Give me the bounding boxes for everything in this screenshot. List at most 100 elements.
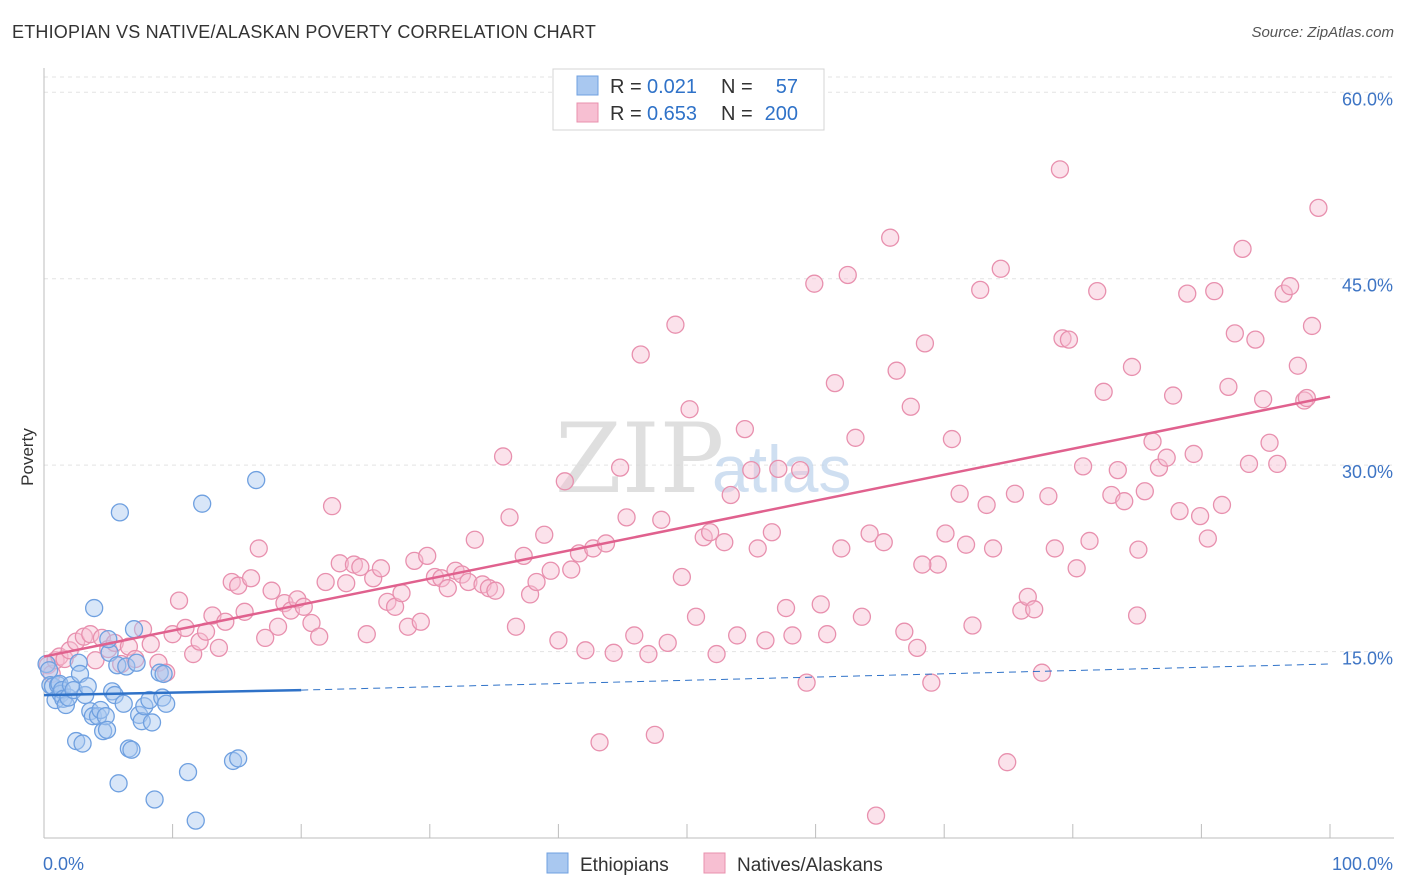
natives-alaskans-point [680,400,699,419]
natives-alaskans-point [860,524,879,543]
natives-alaskans-point [364,569,383,588]
natives-alaskans-point [486,581,505,600]
natives-alaskans-point [310,627,329,646]
gridlines [44,76,1394,653]
natives-alaskans-point [500,508,519,527]
natives-alaskans-point [81,625,100,644]
ethiopians-trend-line [43,688,302,697]
natives-alaskans-point [541,561,560,580]
natives-alaskans-point [1260,433,1279,452]
ethiopians-point [127,653,146,672]
natives-alaskans-point [928,555,947,574]
natives-alaskans-point [922,673,941,692]
natives-alaskans-point [1253,390,1273,409]
y-tick-label: 15.0% [1342,649,1393,669]
natives-alaskans-point [1073,457,1093,476]
natives-alaskans-point [686,607,706,626]
ethiopians-point [157,694,176,713]
natives-alaskans-point [268,617,288,636]
natives-alaskans-point [610,458,630,477]
ethiopians-point [78,677,97,696]
natives-alaskans-point [783,626,802,645]
ethiopians-point [186,811,205,830]
natives-alaskans-point [1080,531,1099,551]
natives-trend-line [43,395,1331,658]
natives-alaskans-point [1067,559,1086,578]
legend-n-label-1: N = [721,76,753,98]
natives-alaskans-point [832,539,851,558]
natives-alaskans-point [190,632,209,651]
natives-alaskans-point [316,572,335,592]
y-tick-label: 45.0% [1342,276,1393,296]
natives-alaskans-point [562,560,581,579]
natives-alaskans-point [1143,432,1162,451]
natives-alaskans-point [1268,454,1287,474]
natives-alaskans-point [1053,329,1072,348]
natives-alaskans-point [866,806,886,825]
natives-alaskans-point [241,569,261,588]
natives-alaskans-point [908,638,927,657]
natives-alaskans-point [1115,492,1134,511]
natives-alaskans-point [852,607,872,626]
natives-alaskans-point [776,598,796,618]
legend-ethiopians-swatch [546,852,569,874]
natives-alaskans-point [1163,386,1183,405]
ethiopians-point [229,749,248,768]
ethiopians-point [73,734,92,753]
y-tick-label: 30.0% [1342,462,1393,482]
watermark-atlas: atlas [712,432,851,506]
legend-r-label-2: R = [610,103,642,125]
natives-alaskans-point [141,634,160,654]
axes [43,68,1394,839]
ethiopians-point [145,790,164,809]
watermark-zip: ZIP [555,403,724,515]
natives-alaskans-point [811,595,830,614]
natives-alaskans-point [1205,281,1224,301]
natives-alaskans-point [1212,495,1232,515]
series-legend: Ethiopians Natives/Alaskans [546,852,883,876]
natives-alaskans-point [715,533,734,552]
natives-alaskans-point [1122,357,1142,377]
legend-swatch-pink [576,102,599,123]
natives-alaskans-point [590,733,609,752]
ethiopians-point [193,494,212,513]
natives-alaskans-point [658,633,677,653]
natives-alaskans-point [1280,277,1300,296]
natives-alaskans-point [1050,160,1070,179]
natives-alaskans-point [322,497,342,516]
natives-alaskans-point [818,625,837,644]
stats-legend: R = 0.021 N = 57 R = 0.653 N = 200 [552,68,825,131]
ethiopians-point [109,774,128,793]
natives-alaskans-point [604,643,623,662]
natives-alaskans-point [1170,501,1189,521]
natives-alaskans-point [1108,460,1127,480]
legend-r-value-1: 0.021 [647,76,697,98]
natives-alaskans-point [1127,606,1147,625]
natives-alaskans-point [639,644,658,664]
natives-alaskans-point [983,539,1003,558]
natives-alaskans-point [645,725,664,744]
natives-alaskans-point [1288,356,1307,375]
natives-alaskans-point [262,581,281,600]
ethiopians-point [96,707,115,726]
legend-natives-swatch [703,852,726,874]
legend-n-value-1: 57 [776,76,798,98]
natives-alaskans-point [881,228,900,247]
natives-alaskans-point [465,530,484,549]
natives-alaskans-point [617,508,636,527]
natives-alaskans-point [735,419,755,439]
natives-alaskans-point [977,495,996,515]
natives-alaskans-point [294,597,313,616]
natives-alaskans-point [1157,448,1176,467]
ethiopians-point [110,503,130,522]
natives-alaskans-point [256,628,275,648]
legend-n-label-2: N = [721,103,753,125]
natives-alaskans-point [1135,482,1154,501]
natives-alaskans-point [1239,454,1259,474]
natives-alaskans-point [887,361,906,380]
natives-alaskans-point [1059,330,1079,349]
natives-alaskans-point [700,523,720,542]
ethiopians-point [178,762,198,782]
x-tick-label-start: 0.0% [43,854,84,874]
natives-alaskans-point [576,641,595,660]
